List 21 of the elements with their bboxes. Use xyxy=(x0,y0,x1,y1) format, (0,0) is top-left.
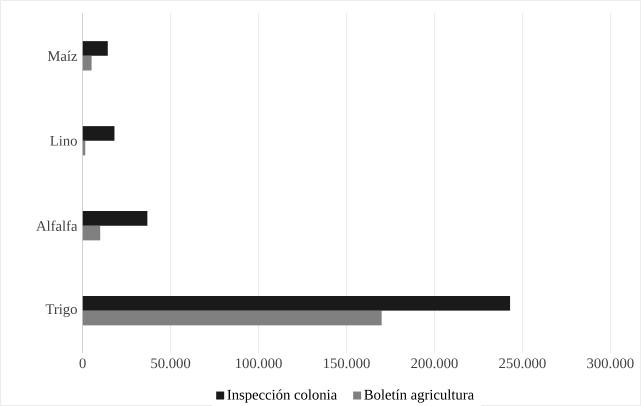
x-tick-label: 150.000 xyxy=(324,358,370,368)
y-tick-label: Alfalfa xyxy=(36,220,78,231)
x-tick-label: 50.000 xyxy=(151,358,190,368)
y-tick-label: Maíz xyxy=(48,50,78,61)
x-tick-label: 0 xyxy=(80,358,86,368)
y-tick-label: Trigo xyxy=(46,304,77,317)
bar xyxy=(82,310,382,326)
x-tick-label: 200.000 xyxy=(411,358,458,368)
bar xyxy=(82,210,148,226)
bar xyxy=(82,140,86,156)
x-tick-label: 300.000 xyxy=(587,358,634,368)
y-tick-label: Lino xyxy=(50,136,77,146)
bar xyxy=(82,126,114,141)
bar xyxy=(82,56,92,70)
legend-label: Inspección colonia xyxy=(227,389,337,402)
bar xyxy=(82,225,100,240)
bar xyxy=(82,296,510,310)
x-tick-label: 250.000 xyxy=(499,358,546,368)
x-tick-label: 100.000 xyxy=(236,358,282,368)
bar xyxy=(82,40,108,56)
legend-label: Boletín agricultura xyxy=(364,389,474,402)
